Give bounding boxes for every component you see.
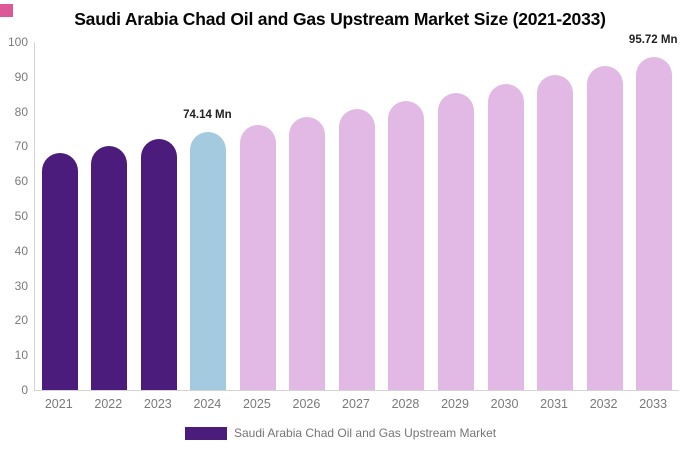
bar-slot-2028 <box>382 42 432 390</box>
y-tick-50: 50 <box>14 209 28 223</box>
legend[interactable]: Saudi Arabia Chad Oil and Gas Upstream M… <box>185 426 496 440</box>
x-tick-2031: 2031 <box>540 397 568 411</box>
legend-swatch <box>185 427 227 440</box>
x-tick-2033: 2033 <box>639 397 668 411</box>
y-tick-0: 0 <box>21 383 28 397</box>
y-tick-20: 20 <box>14 313 28 328</box>
bar-slot-2022 <box>85 42 135 390</box>
bar-2024[interactable] <box>190 132 227 390</box>
bar-2026[interactable] <box>289 116 326 390</box>
x-tick-2023: 2023 <box>143 397 172 411</box>
bar-2032[interactable] <box>586 66 623 390</box>
bar-slot-2026 <box>283 42 333 390</box>
x-tick-2030: 2030 <box>490 397 519 411</box>
x-tick-2022: 2022 <box>94 397 123 411</box>
bar-slot-2023 <box>134 42 184 390</box>
legend-label: Saudi Arabia Chad Oil and Gas Upstream M… <box>234 426 497 440</box>
x-tick-2029: 2029 <box>441 397 469 411</box>
x-tick-2024: 2024 <box>193 397 222 411</box>
x-tick-2025: 2025 <box>242 397 271 411</box>
plot-area <box>34 42 679 391</box>
y-tick-10: 10 <box>14 348 28 363</box>
x-tick-2027: 2027 <box>342 397 370 411</box>
bar-2030[interactable] <box>487 84 524 390</box>
bar-slot-2030 <box>481 42 531 390</box>
x-tick-2032: 2032 <box>589 397 618 411</box>
bar-slot-2031 <box>530 42 580 390</box>
bar-2021[interactable] <box>41 153 78 390</box>
x-tick-2026: 2026 <box>292 397 321 411</box>
annotation-2033: 95.72 Mn <box>628 33 678 46</box>
bar-slot-2021 <box>35 42 85 390</box>
x-tick-2021: 2021 <box>44 397 73 411</box>
corner-marker <box>0 4 13 17</box>
bar-2022[interactable] <box>91 146 128 390</box>
bar-slot-2025 <box>233 42 283 390</box>
x-tick-2028: 2028 <box>391 397 420 411</box>
bar-slot-2033 <box>629 42 679 390</box>
y-tick-60: 60 <box>14 174 28 189</box>
y-tick-80: 80 <box>14 104 28 119</box>
bar-2027[interactable] <box>338 109 375 390</box>
x-axis-labels: 2021 2022 2023 2024 2025 2026 2027 2028 2029 2030… <box>34 397 678 411</box>
bar-2028[interactable] <box>388 100 425 390</box>
y-tick-40: 40 <box>14 243 28 258</box>
bar-slot-2024 <box>184 42 234 390</box>
bar-2029[interactable] <box>438 92 475 390</box>
y-tick-100: 100 <box>7 35 28 49</box>
annotation-2024: 74.14 Mn <box>183 108 232 121</box>
bar-slot-2032 <box>580 42 630 390</box>
y-tick-90: 90 <box>14 69 28 84</box>
bar-2025[interactable] <box>239 124 276 390</box>
bar-2031[interactable] <box>537 75 574 390</box>
bar-2023[interactable] <box>140 139 177 390</box>
bar-2033[interactable] <box>636 56 673 390</box>
bars-container <box>35 42 679 390</box>
y-tick-70: 70 <box>14 139 28 154</box>
chart-title: Saudi Arabia Chad Oil and Gas Upstream M… <box>74 9 606 29</box>
bar-slot-2027 <box>332 42 382 390</box>
y-tick-30: 30 <box>14 278 28 293</box>
bar-slot-2029 <box>431 42 481 390</box>
